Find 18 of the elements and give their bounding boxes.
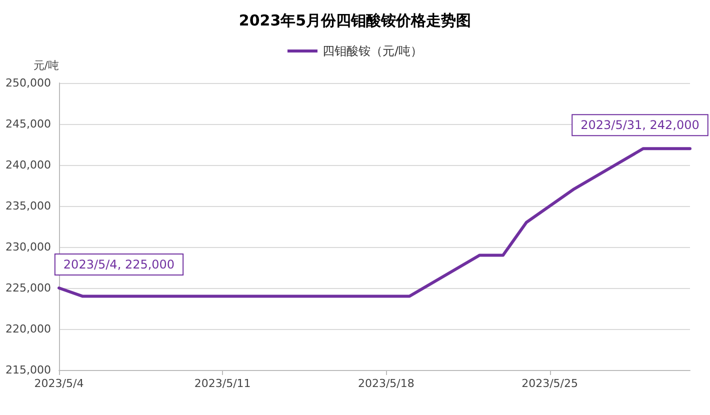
x-tick-label: 2023/5/25 — [522, 377, 578, 390]
y-tick-label: 220,000 — [6, 322, 51, 336]
y-tick-label: 215,000 — [6, 364, 51, 376]
y-tick-label: 250,000 — [6, 76, 51, 90]
y-tick-label: 230,000 — [6, 240, 51, 254]
y-tick-label: 225,000 — [6, 282, 51, 294]
annotation: 2023/5/31, 242,000 — [580, 118, 700, 132]
chart-title: 2023年5月份四钼酸铵价格走势图 — [238, 12, 472, 30]
y-axis-title: 元/吨 — [33, 59, 59, 72]
annotation: 2023/5/4, 225,000 — [63, 258, 175, 272]
x-tick-label: 2023/5/11 — [194, 377, 251, 390]
y-tick-label: 245,000 — [6, 118, 51, 130]
legend-label: 四钼酸铵（元/吨） — [322, 44, 423, 58]
x-tick-label: 2023/5/4 — [34, 377, 84, 390]
line-series — [58, 147, 692, 298]
y-tick-label: 235,000 — [6, 200, 51, 212]
x-tick-label: 2023/5/18 — [358, 377, 414, 390]
y-tick-label: 240,000 — [6, 158, 51, 172]
